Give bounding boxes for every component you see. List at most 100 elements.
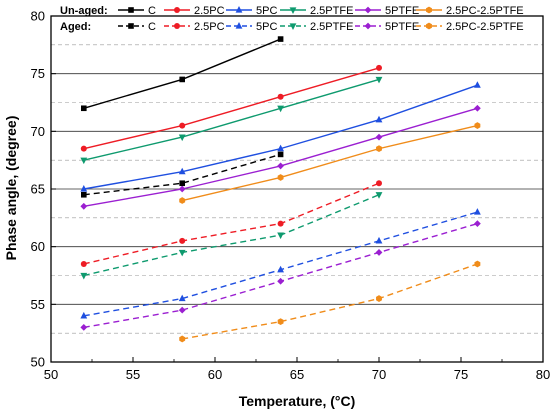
series-line-un-aged-5ptfe — [83, 107, 478, 207]
series-line-aged-2-5ptfe — [83, 194, 380, 277]
legend-marker-un-aged-2-5pc-2-5ptfe — [426, 6, 432, 14]
x-tick-label: 70 — [372, 367, 386, 382]
legend-label-aged-2-5pc: 2.5PC — [194, 21, 225, 33]
data-point-un-aged-2-5ptfe — [375, 76, 383, 84]
data-point-un-aged-5ptfe — [80, 202, 88, 210]
legend-marker-aged-2-5pc — [174, 23, 180, 29]
legend-label-un-aged-2-5pc-2-5ptfe: 2.5PC-2.5PTFE — [446, 5, 524, 17]
data-point-aged-5ptfe — [80, 324, 88, 331]
legend-group-aged: Aged: — [60, 21, 91, 33]
data-point-un-aged-2-5ptfe — [277, 105, 284, 113]
y-tick-label: 65 — [31, 182, 45, 197]
y-tick-label: 80 — [31, 9, 45, 24]
legend-label-aged-5pc: 5PC — [256, 21, 277, 33]
series-layer — [80, 36, 481, 343]
legend-label-aged-c: C — [148, 21, 156, 33]
series-un-aged-5ptfe — [80, 104, 481, 210]
data-point-aged-2-5ptfe — [375, 192, 383, 199]
series-aged-2-5pc-2-5ptfe — [179, 260, 481, 343]
legend-label-un-aged-2-5ptfe: 2.5PTFE — [310, 5, 353, 17]
series-un-aged-2-5pc — [80, 64, 382, 152]
data-point-aged-2-5pc — [80, 260, 87, 267]
legend-marker-un-aged-2-5ptfe — [289, 7, 297, 14]
x-tick-label: 75 — [454, 367, 468, 382]
data-point-un-aged-2-5pc-2-5ptfe — [277, 174, 284, 181]
data-point-un-aged-5ptfe — [375, 133, 383, 141]
data-point-un-aged-c — [179, 76, 185, 83]
x-axis-title: Temperature, (°C) — [239, 393, 356, 409]
data-point-aged-2-5pc — [277, 220, 284, 227]
grid-layer — [51, 44, 543, 334]
data-point-aged-5ptfe — [178, 306, 186, 314]
series-aged-5pc — [80, 208, 481, 319]
series-aged-c — [81, 151, 284, 198]
data-point-un-aged-2-5ptfe — [178, 134, 186, 142]
data-point-un-aged-2-5ptfe — [80, 157, 88, 165]
data-point-aged-5pc — [375, 236, 383, 244]
data-point-aged-5pc — [277, 265, 284, 273]
data-point-aged-2-5pc — [376, 180, 382, 187]
series-un-aged-c — [81, 36, 284, 112]
legend-label-aged-5ptfe: 5PTFE — [385, 21, 419, 33]
data-point-aged-c — [179, 180, 185, 187]
legend-marker-aged-2-5ptfe — [289, 23, 297, 30]
series-un-aged-2-5ptfe — [80, 76, 383, 165]
data-point-aged-2-5pc-2-5ptfe — [179, 335, 186, 343]
series-line-un-aged-2-5ptfe — [83, 78, 380, 161]
x-tick-label: 60 — [208, 367, 222, 382]
legend-marker-aged-5ptfe — [364, 22, 372, 30]
data-point-aged-c — [277, 151, 284, 158]
data-point-aged-2-5pc-2-5ptfe — [376, 295, 382, 302]
legend-marker-un-aged-5pc — [235, 6, 243, 13]
data-point-un-aged-c — [277, 36, 284, 42]
data-point-un-aged-5pc — [375, 115, 383, 123]
series-aged-2-5ptfe — [80, 192, 383, 280]
data-point-un-aged-2-5pc-2-5ptfe — [474, 122, 481, 129]
data-point-aged-5ptfe — [277, 277, 284, 285]
data-point-un-aged-2-5pc — [179, 122, 186, 129]
series-line-un-aged-2-5pc-2-5ptfe — [182, 124, 478, 202]
data-point-un-aged-5pc — [277, 144, 284, 152]
legend-marker-aged-5pc — [235, 22, 243, 29]
x-tick-label: 80 — [536, 367, 550, 382]
y-tick-label: 55 — [31, 297, 45, 312]
data-point-un-aged-5pc — [80, 185, 88, 192]
data-point-aged-2-5ptfe — [178, 249, 186, 257]
data-point-aged-c — [81, 191, 87, 198]
data-point-un-aged-5pc — [178, 167, 186, 175]
series-un-aged-5pc — [80, 81, 481, 192]
data-point-un-aged-5pc — [474, 81, 481, 88]
data-point-aged-2-5pc — [179, 237, 186, 244]
x-tick-label: 65 — [290, 367, 304, 382]
legend-marker-un-aged-5ptfe — [364, 6, 372, 14]
data-point-aged-5ptfe — [474, 220, 481, 227]
legend: Un-aged: Aged: C 2.5PC 5PC 2.5PTFE 5PTFE 2.5P… — [60, 5, 524, 33]
legend-marker-aged-c — [128, 23, 134, 29]
data-point-aged-5ptfe — [375, 249, 383, 256]
series-line-un-aged-5pc — [83, 84, 478, 190]
legend-label-un-aged-5ptfe: 5PTFE — [385, 5, 419, 17]
data-point-aged-2-5ptfe — [80, 272, 88, 280]
series-line-aged-c — [83, 153, 281, 196]
legend-group-unaged: Un-aged: — [60, 5, 108, 17]
data-point-aged-5pc — [474, 208, 481, 215]
series-line-aged-2-5pc — [83, 182, 380, 265]
data-point-un-aged-5ptfe — [277, 162, 284, 170]
data-point-aged-5pc — [178, 294, 186, 302]
series-line-aged-5pc — [83, 211, 478, 317]
series-line-aged-2-5pc-2-5ptfe — [182, 263, 478, 340]
data-point-un-aged-c — [81, 105, 87, 112]
data-point-un-aged-2-5pc — [80, 145, 87, 152]
x-tick-label: 50 — [44, 367, 58, 382]
axis-layer: 50 55 60 65 70 75 80 50 55 60 65 70 75 80 — [31, 9, 550, 383]
legend-label-un-aged-5pc: 5PC — [256, 5, 277, 17]
legend-label-aged-2-5pc-2-5ptfe: 2.5PC-2.5PTFE — [446, 21, 524, 33]
legend-label-un-aged-2-5pc: 2.5PC — [194, 5, 225, 17]
data-point-un-aged-2-5pc — [376, 64, 382, 71]
legend-marker-un-aged-2-5pc — [174, 7, 180, 13]
series-aged-5ptfe — [80, 220, 481, 331]
data-point-aged-2-5pc-2-5ptfe — [474, 260, 481, 268]
series-aged-2-5pc — [80, 180, 382, 267]
data-point-aged-5pc — [80, 311, 88, 319]
